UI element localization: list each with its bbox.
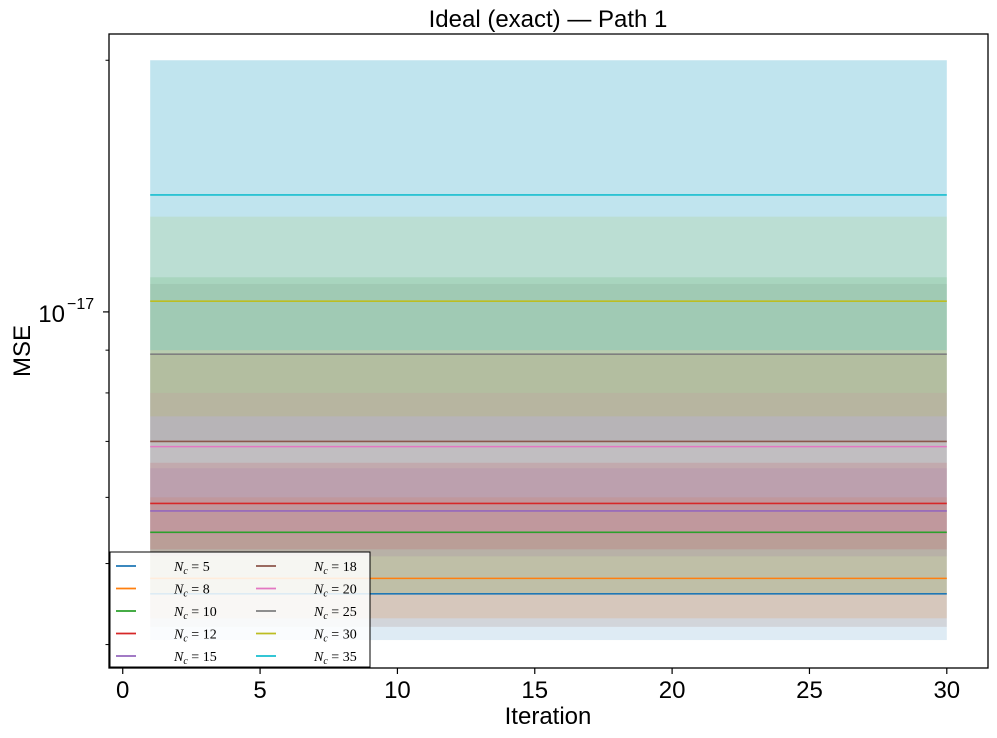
- y-tick-exponent: −17: [67, 296, 94, 313]
- band-4: [150, 468, 947, 557]
- legend-label: Nc = 25: [313, 605, 357, 622]
- x-tick-label: 5: [253, 677, 266, 704]
- y-tick-label: 10: [38, 301, 65, 328]
- chart-title: Ideal (exact) — Path 1: [429, 6, 668, 33]
- series-lines: [150, 194, 947, 595]
- legend-label: Nc = 10: [173, 605, 217, 622]
- legend: Nc = 5 Nc = 8 Nc = 10 Nc = 12 Nc = 15 Nc = 18…: [109, 551, 371, 668]
- legend-label: Nc = 12: [173, 628, 217, 645]
- band-8: [150, 216, 947, 417]
- y-axis-ticks: 10 −17: [38, 59, 109, 646]
- legend-label: Nc = 30: [313, 628, 357, 645]
- x-tick-label: 30: [933, 677, 960, 704]
- y-axis-label: MSE: [9, 325, 36, 377]
- x-tick-label: 15: [521, 677, 548, 704]
- x-tick-label: 0: [116, 677, 129, 704]
- band-3: [150, 462, 947, 550]
- confidence-bands: [150, 60, 947, 641]
- x-tick-label: 25: [796, 677, 823, 704]
- legend-label: Nc = 20: [313, 583, 357, 600]
- band-0: [150, 60, 947, 641]
- band-7: [150, 283, 947, 442]
- x-tick-label: 10: [384, 677, 411, 704]
- legend-label: Nc = 15: [173, 650, 217, 667]
- legend-label: Nc = 18: [313, 560, 357, 577]
- x-axis-label: Iteration: [505, 703, 592, 730]
- legend-label: Nc = 35: [313, 650, 357, 667]
- legend-label: Nc = 8: [173, 583, 210, 600]
- band-2: [150, 277, 947, 594]
- legend-label: Nc = 5: [173, 560, 210, 577]
- band-9: [150, 60, 947, 351]
- x-tick-label: 20: [659, 677, 686, 704]
- legend-box: [109, 551, 371, 668]
- plot-frame: [108, 33, 989, 669]
- band-6: [150, 392, 947, 536]
- x-axis-ticks: 0 5 10 15 20 25 30: [116, 668, 960, 704]
